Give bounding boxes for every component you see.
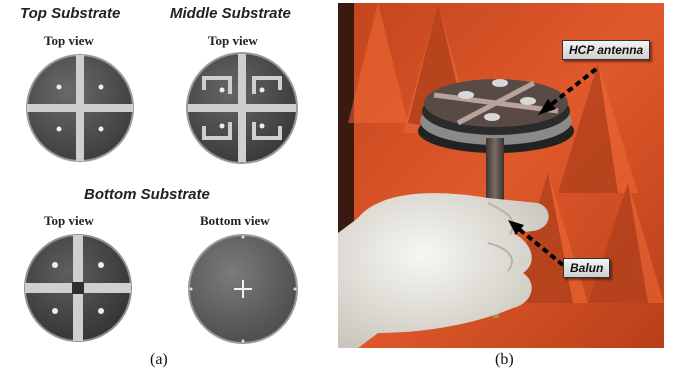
top-substrate-photo [26,54,134,162]
top-substrate-title: Top Substrate [20,5,121,22]
bottom-substrate-top-photo [24,234,132,342]
caption-a: (a) [150,351,168,368]
top-substrate-view-label: Top view [44,33,94,48]
bottom-substrate-bottom-view-label: Bottom view [200,213,270,228]
caption-b: (b) [495,351,514,368]
balun-callout: Balun [563,258,611,278]
bottom-substrate-title: Bottom Substrate [84,186,210,203]
middle-substrate-photo [186,52,298,164]
hcp-antenna-callout: HCP antenna [562,40,651,60]
middle-substrate-title: Middle Substrate [170,5,291,22]
bottom-substrate-top-view-label: Top view [44,213,94,228]
middle-substrate-view-label: Top view [208,33,258,48]
bottom-substrate-bottom-photo [188,234,298,344]
